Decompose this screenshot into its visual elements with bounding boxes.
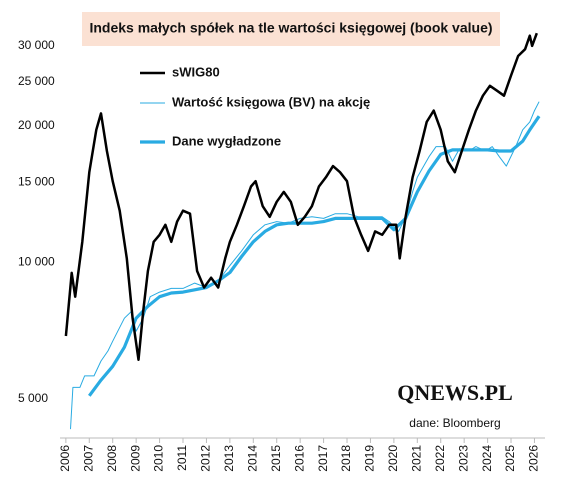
- x-tick-label: 2006: [58, 445, 72, 472]
- y-tick-label: 10 000: [18, 255, 55, 269]
- x-tick-label: 2022: [433, 445, 447, 472]
- logo: QNEWS.PL: [397, 380, 513, 405]
- x-tick-label: 2008: [105, 445, 119, 472]
- y-tick-label: 25 000: [18, 74, 55, 88]
- y-tick-label: 20 000: [18, 118, 55, 132]
- x-tick-label: 2007: [81, 445, 95, 472]
- x-tick-label: 2012: [199, 445, 213, 472]
- x-tick-label: 2024: [480, 445, 494, 472]
- x-tick-label: 2025: [503, 445, 517, 472]
- series-line: [64, 32, 538, 361]
- legend-label: Dane wygładzone: [172, 133, 281, 148]
- x-tick-label: 2017: [316, 445, 330, 472]
- x-tick-label: 2016: [292, 445, 306, 472]
- x-tick-label: 2010: [152, 445, 166, 472]
- legend-label: sWIG80: [172, 64, 220, 79]
- legend-label: Wartość księgowa (BV) na akcję: [172, 94, 370, 109]
- x-tick-label: 2021: [409, 445, 423, 472]
- x-tick-label: 2013: [222, 445, 236, 472]
- x-tick-label: 2015: [269, 445, 283, 472]
- series-line: [88, 115, 541, 397]
- chart-title: Indeks małych spółek na tle wartości ksi…: [89, 20, 492, 36]
- x-tick-label: 2020: [386, 445, 400, 472]
- source-note: dane: Bloomberg: [409, 416, 500, 430]
- y-tick-label: 30 000: [18, 38, 55, 52]
- x-tick-label: 2014: [245, 445, 259, 472]
- x-tick-label: 2009: [128, 445, 142, 472]
- y-tick-label: 5 000: [18, 391, 48, 405]
- y-tick-label: 15 000: [18, 175, 55, 189]
- x-tick-label: 2023: [456, 445, 470, 472]
- x-tick-label: 2018: [339, 445, 353, 472]
- series-line: [70, 101, 540, 430]
- x-tick-label: 2011: [175, 445, 189, 471]
- x-tick-label: 2026: [527, 445, 541, 472]
- title-box: [82, 12, 500, 46]
- x-tick-label: 2019: [363, 445, 377, 472]
